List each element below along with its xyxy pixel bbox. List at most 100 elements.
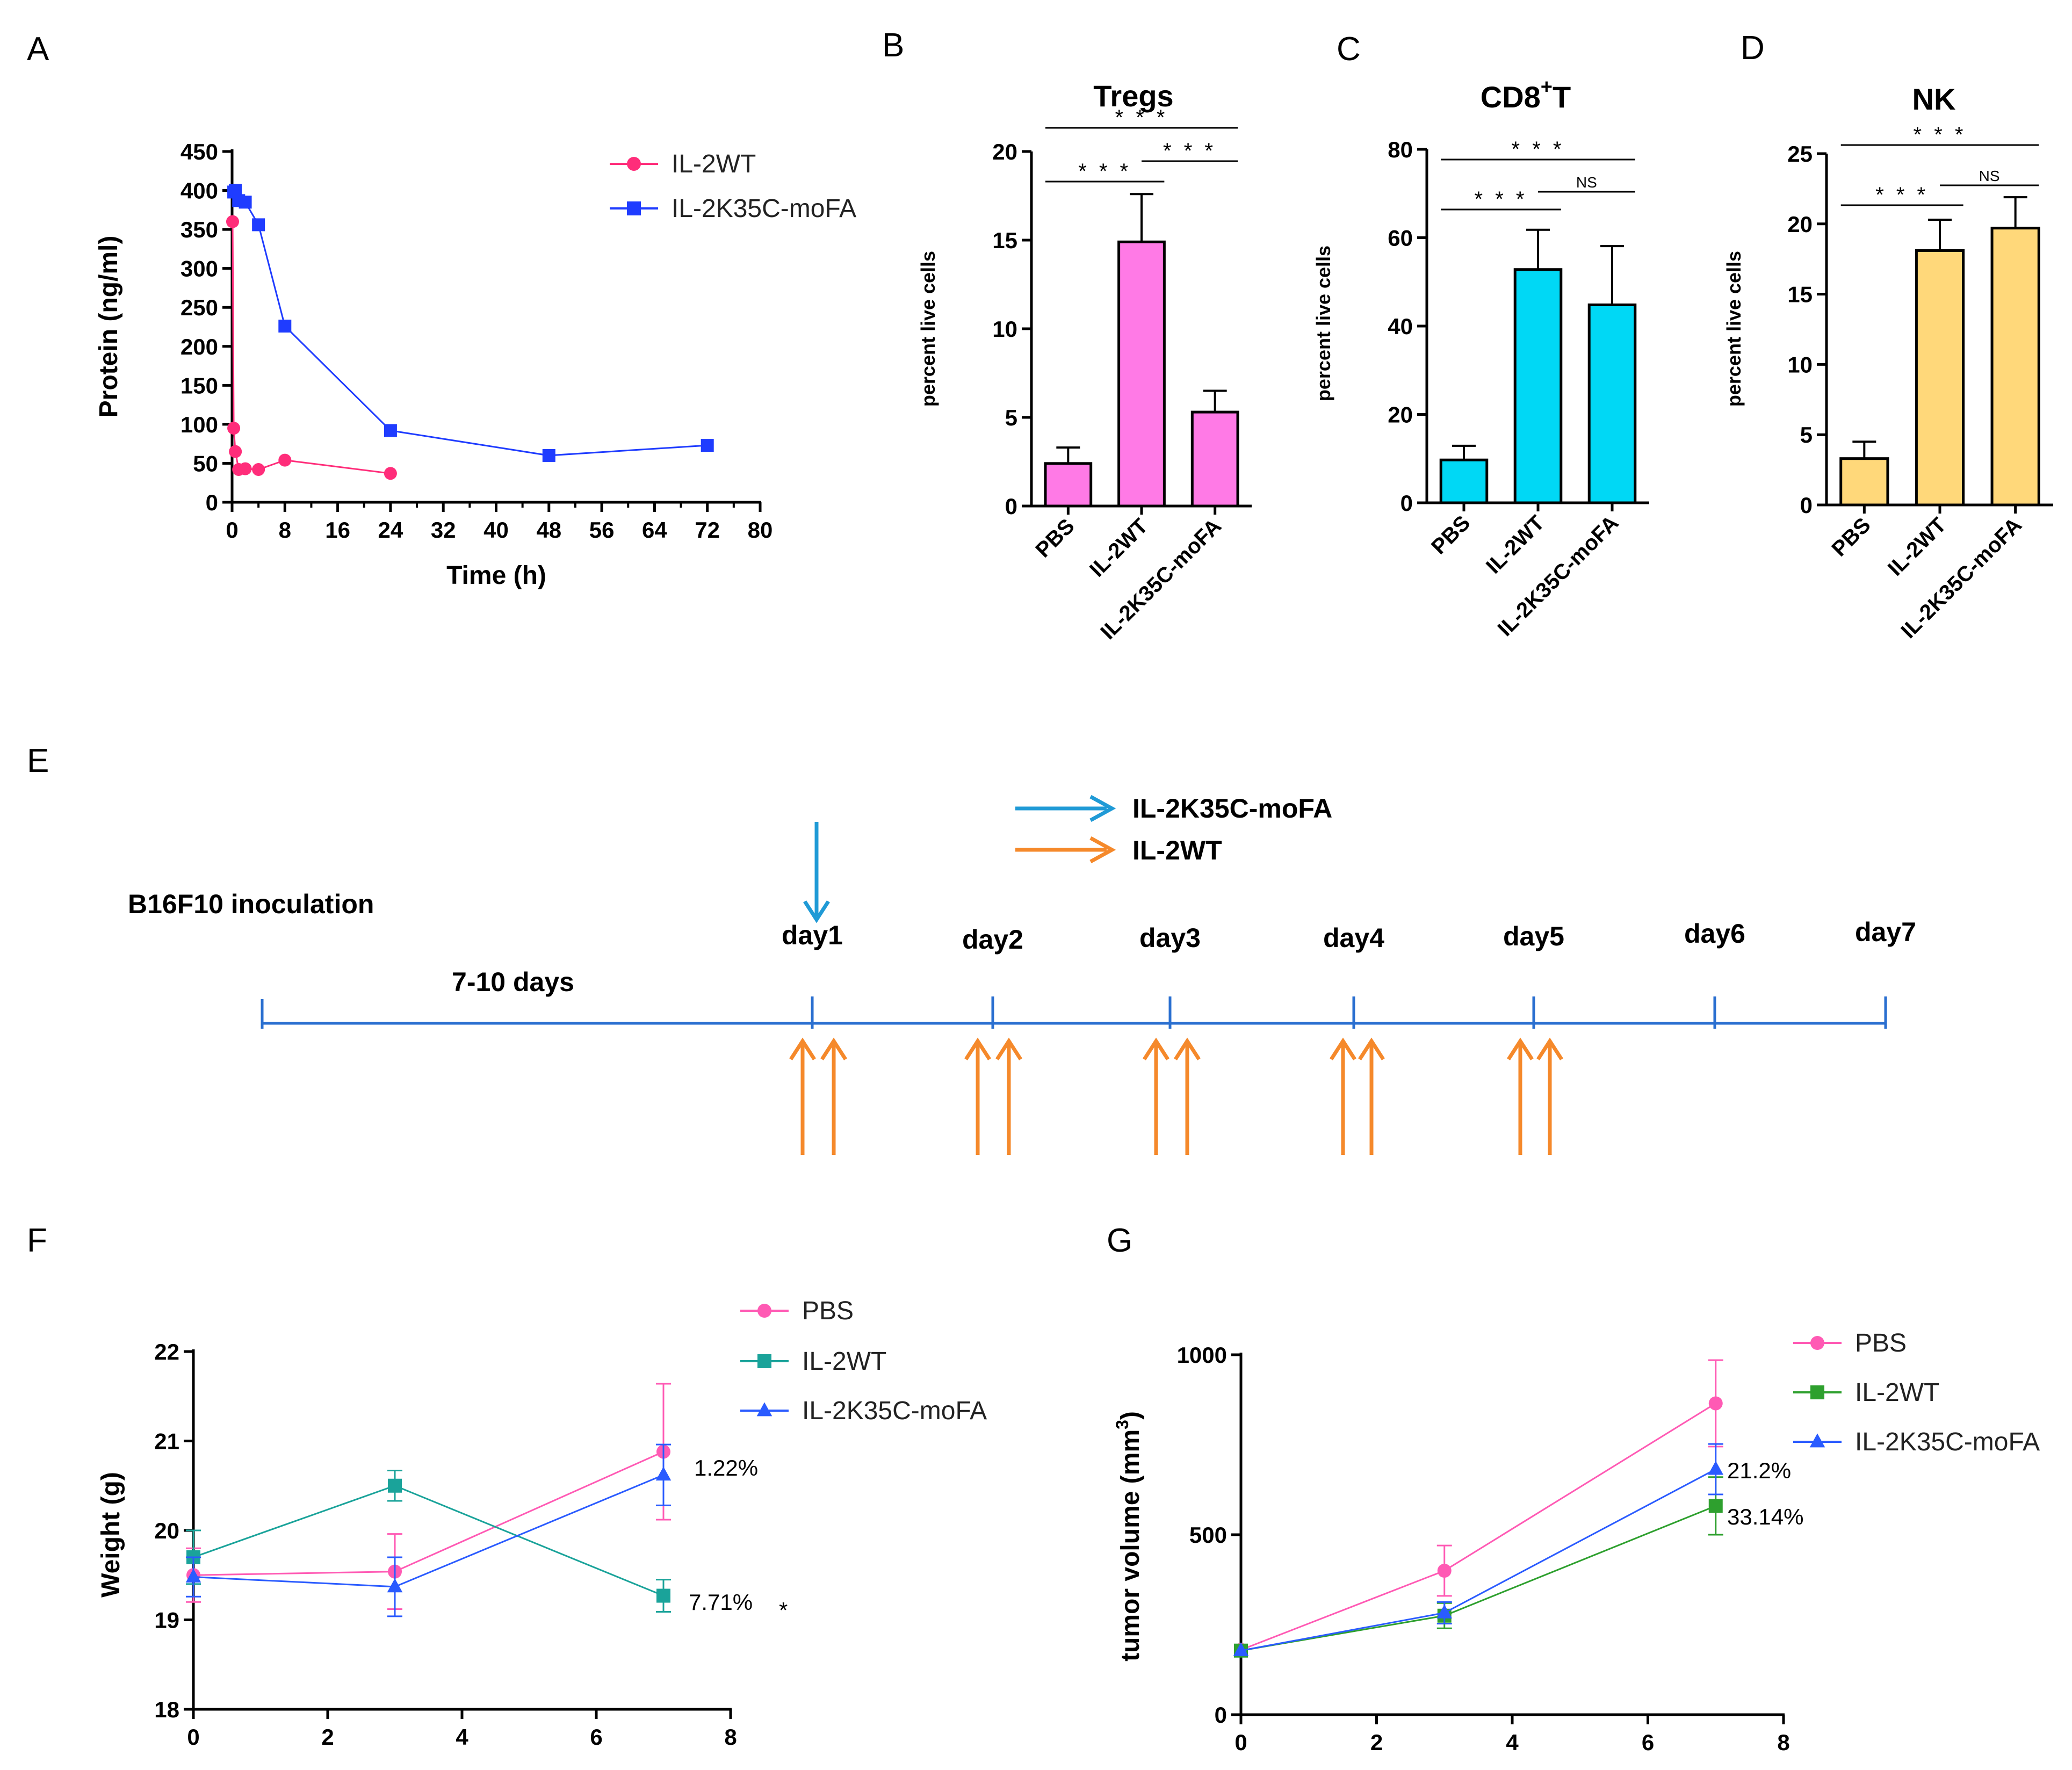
chart-a-xtick-label: 40 [483, 517, 509, 543]
chart-f-legend-il2wt-label: IL-2WT [802, 1347, 886, 1376]
chart-f-series-line-0 [193, 1451, 664, 1576]
timeline-day-label: day7 [1855, 917, 1916, 947]
chart-b-ytick-label: 10 [992, 316, 1017, 342]
chart-g-xtick-label: 4 [1506, 1730, 1519, 1755]
chart-d-bar-0 [1839, 457, 1889, 507]
chart-g-y-title-sup: 3 [1113, 1420, 1132, 1429]
timeline-il2wt-dose-arrow-head [789, 1037, 816, 1060]
chart-g-point [1708, 1461, 1724, 1475]
timeline-legend-orange-arrow-head [1089, 836, 1116, 864]
chart-a-xtick-label: 32 [431, 517, 456, 543]
chart-f-legend-il2k35c-label: IL-2K35C-moFA [802, 1397, 987, 1425]
chart-f-xtick-label: 2 [321, 1724, 334, 1750]
chart-d-significance-label: * * * [1875, 183, 1929, 207]
chart-b-category-label: IL-2K35C-moFA [1096, 514, 1226, 644]
chart-b-bar-2 [1190, 410, 1239, 508]
chart-a-point [701, 439, 714, 452]
timeline-day-label: day1 [782, 920, 843, 950]
chart-a-y-title: Protein (ng/ml) [95, 236, 123, 418]
chart-f-legend-pbs-label: PBS [802, 1297, 854, 1325]
chart-c-title-tail: T [1553, 80, 1571, 114]
chart-f-point [656, 1588, 670, 1603]
chart-f-point [387, 1578, 403, 1593]
chart-f-weight: 18 19 20 21 22 0 2 4 6 8 Weight (g) PBS IL-2WT IL-2K3… [97, 1297, 987, 1750]
timeline-day-label: day3 [1139, 923, 1201, 953]
chart-a-point [227, 422, 241, 435]
chart-a-point [252, 463, 265, 476]
chart-g-series-line-1 [1240, 1505, 1716, 1652]
chart-f-point [388, 1478, 402, 1493]
chart-f-point [185, 1568, 201, 1583]
chart-f-annotation-il2wt: 7.71% [689, 1590, 753, 1615]
panel-letter-b: B [882, 27, 904, 64]
chart-f-ytick-label: 20 [154, 1518, 179, 1543]
chart-g-xtick-label: 6 [1642, 1730, 1654, 1755]
timeline-day-label: day2 [962, 924, 1023, 955]
chart-g-y-title-main: tumor volume (mm [1116, 1429, 1145, 1661]
chart-a-point [239, 196, 252, 209]
chart-d-ytick-label: 25 [1787, 141, 1813, 167]
chart-d-category-label: PBS [1827, 513, 1875, 561]
timeline-il2wt-dose-arrow-head [1358, 1037, 1385, 1060]
chart-f-ytick-label: 21 [154, 1429, 179, 1454]
chart-c-title: CD8+T [1481, 76, 1571, 114]
chart-a-ytick-label: 450 [181, 139, 218, 164]
chart-a-ytick-label: 250 [181, 295, 218, 320]
chart-a-point [229, 445, 242, 458]
chart-f-series-line-1 [193, 1485, 664, 1596]
chart-g-legend-il2k35c-marker [1809, 1433, 1825, 1448]
timeline-day-label: day4 [1323, 923, 1384, 953]
chart-b-title: Tregs [1093, 79, 1173, 113]
chart-c-bar-2 [1587, 304, 1637, 504]
chart-d-ytick-label: 10 [1787, 352, 1813, 377]
chart-f-legend-pbs-marker [757, 1304, 771, 1318]
chart-a-xtick-label: 64 [642, 517, 667, 543]
chart-f-ytick-label: 19 [154, 1608, 179, 1633]
chart-f-legend-il2wt-marker [757, 1354, 771, 1368]
timeline-legend-orange-label: IL-2WT [1132, 835, 1222, 865]
chart-f-annotation-il2k35c: 1.22% [694, 1455, 758, 1480]
chart-a-point [226, 215, 239, 228]
chart-c-title-main: CD8 [1481, 80, 1541, 114]
chart-g-point [1708, 1396, 1723, 1411]
chart-a-xtick-label: 48 [536, 517, 561, 543]
timeline-il2wt-dose-arrow-head [1330, 1037, 1356, 1060]
chart-d-ytick-label: 20 [1787, 212, 1813, 237]
chart-c-significance-label: * * * [1512, 138, 1565, 161]
chart-g-annotation-il2wt: 33.14% [1727, 1504, 1803, 1529]
chart-g-point [1233, 1642, 1249, 1657]
chart-g-annotation-il2k35c: 21.2% [1727, 1458, 1791, 1483]
timeline-day-label: day5 [1503, 921, 1564, 951]
chart-g-ytick-label: 0 [1215, 1702, 1227, 1728]
chart-g-point [1437, 1564, 1452, 1578]
chart-g-legend-pbs-label: PBS [1855, 1329, 1907, 1357]
chart-b-significance-label: * * * [1078, 160, 1131, 183]
chart-b-ytick-label: 0 [1005, 494, 1017, 519]
chart-a-ytick-label: 0 [206, 490, 218, 515]
chart-d-ytick-label: 5 [1800, 422, 1813, 447]
chart-a-xtick-label: 16 [325, 517, 350, 543]
timeline-il2wt-dose-arrow-head [1507, 1037, 1534, 1060]
chart-f-xtick-label: 8 [724, 1724, 737, 1750]
chart-a-point [278, 320, 292, 333]
chart-g-ytick-label: 500 [1189, 1522, 1227, 1548]
panel-letter-g: G [1107, 1222, 1132, 1259]
chart-a-point [278, 453, 292, 467]
chart-d-bar-2 [1990, 227, 2040, 507]
chart-a-xtick-label: 24 [378, 517, 403, 543]
timeline-legend-blue-arrow-head [1089, 794, 1116, 822]
chart-b-bar-0 [1044, 462, 1093, 508]
chart-a-series-line-1 [233, 189, 707, 457]
chart-g-tumor-volume: 0 500 1000 0 2 4 6 8 tumor volume (mm3) PBS IL-2WT… [1113, 1329, 2040, 1755]
chart-g-xtick-label: 2 [1370, 1730, 1383, 1755]
chart-f-xtick-label: 0 [187, 1724, 199, 1750]
chart-a-point [252, 218, 265, 232]
timeline-il2wt-dose-arrow-head [964, 1037, 991, 1060]
timeline-interval-label: 7-10 days [452, 967, 574, 997]
chart-b-significance-label: * * * [1115, 106, 1168, 129]
panel-letter-d: D [1741, 30, 1765, 67]
chart-c-significance-label: * * * [1475, 187, 1528, 211]
chart-c-ytick-label: 40 [1388, 314, 1413, 339]
